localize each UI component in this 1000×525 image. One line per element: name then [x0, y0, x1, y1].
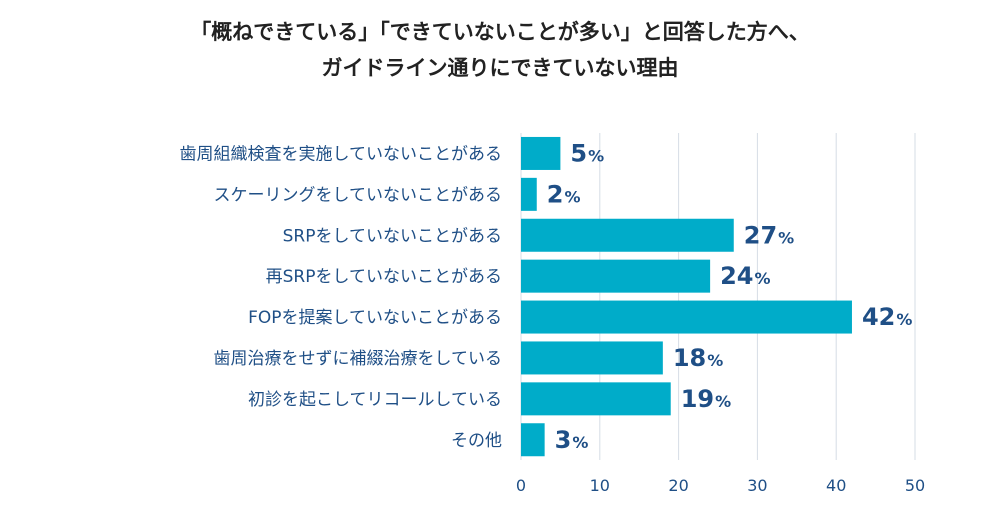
- title-line-2: ガイドライン通りにできていない理由: [321, 56, 679, 80]
- category-label: スケーリングをしていないことがある: [214, 185, 503, 205]
- x-tick-label: 0: [516, 476, 526, 495]
- x-tick-label: 20: [668, 476, 688, 495]
- data-label: 24%: [720, 262, 770, 290]
- data-label: 19%: [681, 385, 731, 413]
- category-label: SRPをしていないことがある: [283, 226, 502, 246]
- bar: [521, 423, 545, 457]
- data-label: 3%: [555, 426, 589, 454]
- x-tick-label: 50: [905, 476, 925, 495]
- bar: [521, 382, 671, 416]
- bars-group: [521, 136, 852, 457]
- category-label: 歯周組織検査を実施していないことがある: [180, 144, 503, 164]
- bar: [521, 259, 711, 293]
- bar: [521, 136, 561, 170]
- bar: [521, 300, 852, 334]
- x-tick-label: 40: [826, 476, 846, 495]
- bar: [521, 218, 734, 252]
- value-labels: 5% 2% 27% 24% 42% 18% 19% 3%: [547, 139, 913, 453]
- data-label: 2%: [547, 180, 581, 208]
- category-label: その他: [451, 431, 502, 451]
- chart-title: 「概ねできている」「できていないことが多い」と回答した方へ、 ガイドライン通りに…: [0, 14, 1000, 86]
- x-axis-ticks: 0 10 20 30 40 50: [516, 476, 925, 495]
- bar: [521, 341, 663, 375]
- category-label: 再SRPをしていないことがある: [266, 267, 502, 287]
- title-line-1: 「概ねできている」「できていないことが多い」と回答した方へ、: [190, 20, 810, 44]
- data-label: 42%: [862, 303, 912, 331]
- data-label: 5%: [570, 139, 604, 167]
- category-label: 歯周治療をせずに補綴治療をしている: [214, 349, 503, 369]
- data-label: 27%: [744, 221, 794, 249]
- category-label: 初診を起こしてリコールしている: [248, 390, 502, 410]
- category-label: FOPを提案していないことがある: [248, 308, 502, 328]
- x-tick-label: 30: [747, 476, 767, 495]
- bar: [521, 177, 537, 211]
- x-tick-label: 10: [590, 476, 610, 495]
- data-label: 18%: [673, 344, 723, 372]
